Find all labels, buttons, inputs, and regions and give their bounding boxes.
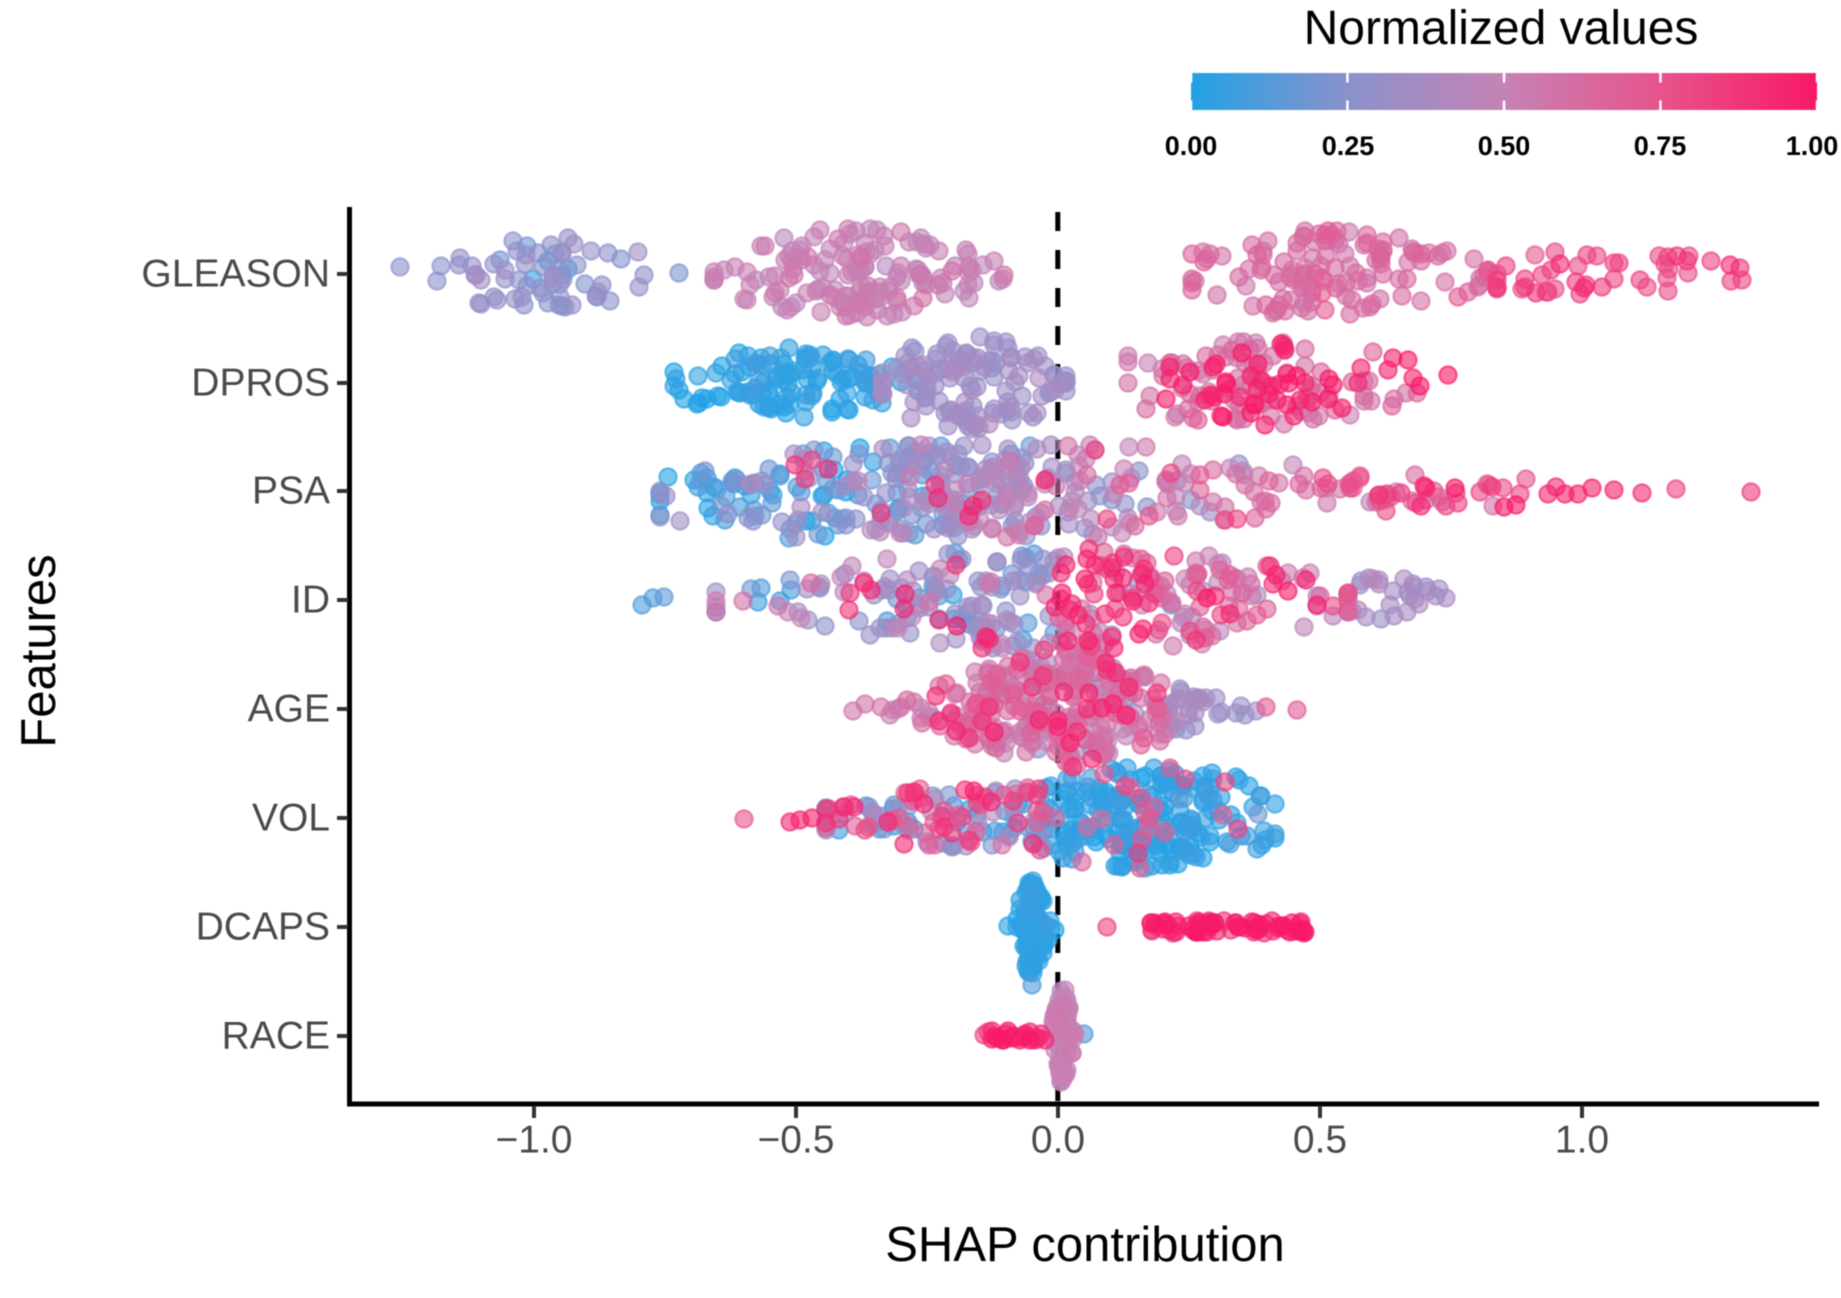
svg-text:RACE: RACE (222, 1015, 330, 1058)
svg-text:DCAPS: DCAPS (196, 906, 330, 949)
svg-text:1.0: 1.0 (1555, 1119, 1609, 1162)
svg-text:1.00: 1.00 (1786, 131, 1839, 161)
svg-text:PSA: PSA (252, 470, 330, 513)
svg-text:SHAP contribution: SHAP contribution (885, 1218, 1285, 1272)
svg-text:GLEASON: GLEASON (141, 253, 330, 296)
svg-text:Features: Features (12, 554, 66, 747)
svg-text:VOL: VOL (252, 797, 330, 840)
svg-text:−1.0: −1.0 (496, 1119, 573, 1162)
svg-text:Normalized values: Normalized values (1304, 2, 1699, 55)
svg-text:0.50: 0.50 (1478, 131, 1531, 161)
svg-text:AGE: AGE (248, 688, 330, 731)
svg-text:DPROS: DPROS (191, 362, 330, 405)
svg-text:0.00: 0.00 (1165, 131, 1218, 161)
svg-text:0.0: 0.0 (1031, 1119, 1085, 1162)
svg-text:−0.5: −0.5 (758, 1119, 835, 1162)
svg-text:ID: ID (291, 579, 330, 622)
svg-text:0.75: 0.75 (1634, 131, 1687, 161)
svg-text:0.5: 0.5 (1293, 1119, 1347, 1162)
svg-text:0.25: 0.25 (1322, 131, 1375, 161)
